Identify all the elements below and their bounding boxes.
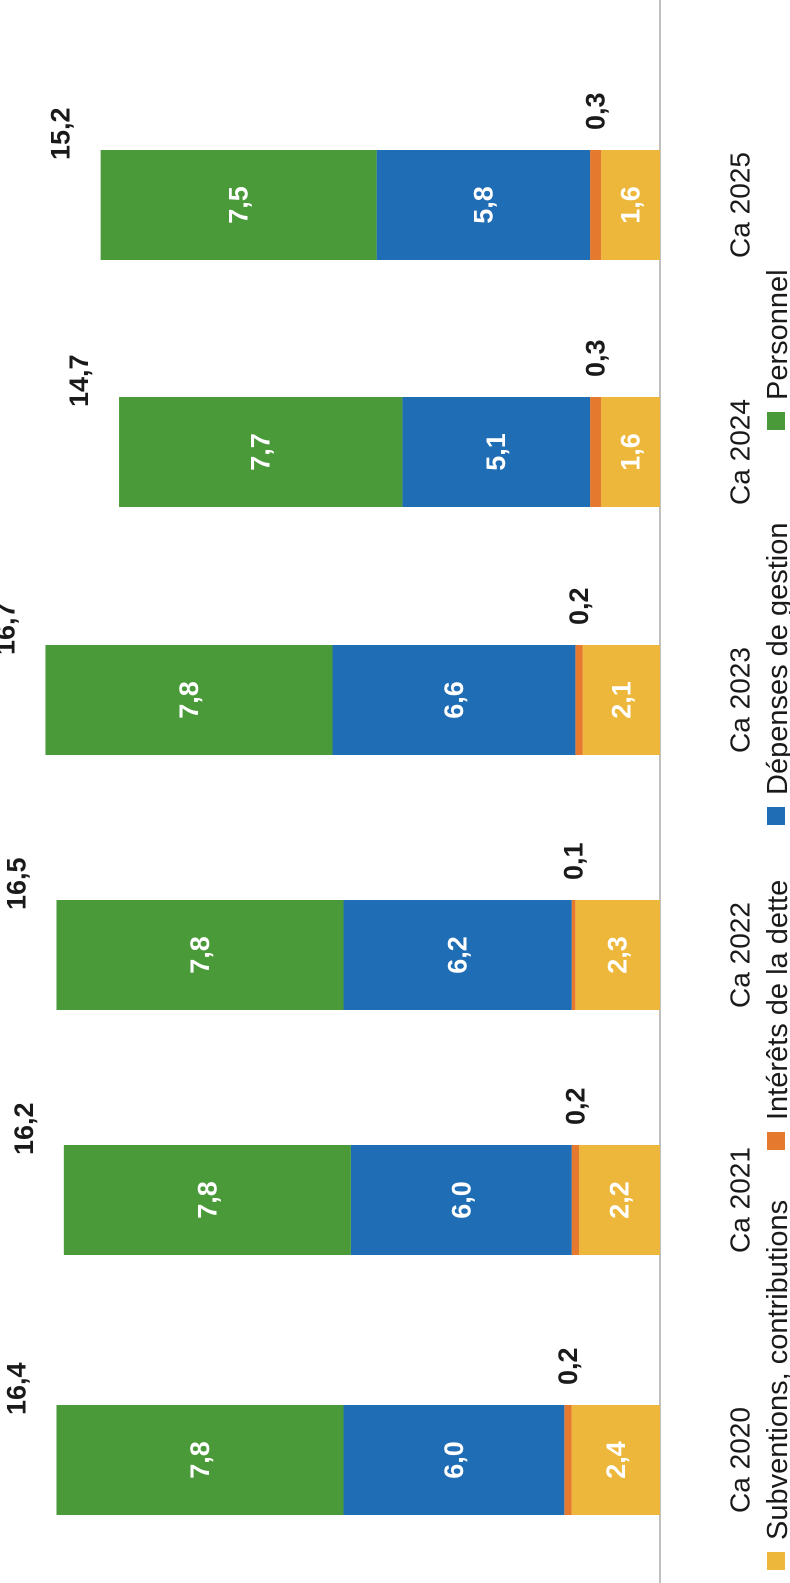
bar-segment-subventions-contributions-ca-2022	[575, 900, 660, 1010]
legend-swatch-subventions-contributions	[767, 1552, 785, 1570]
bar-segment-personnel-ca-2025	[100, 150, 377, 260]
bar-segment-personnel-ca-2022	[56, 900, 344, 1010]
data-label-subventions-contributions-ca-2022: 2,3	[603, 936, 633, 974]
legend-label-personnel: Personnel	[762, 269, 790, 400]
bar-segment-depenses-de-gestion-ca-2021	[350, 1145, 572, 1255]
legend-label-subventions-contributions: Subventions, contributions	[762, 1200, 790, 1540]
category-label-ca-2023: Ca 2023	[725, 647, 756, 753]
legend-swatch-depenses-de-gestion	[767, 807, 785, 825]
total-label-ca-2022: 16,5	[1, 857, 31, 910]
data-label-interets-de-la-dette-ca-2025: 0,3	[581, 92, 611, 130]
bar-segment-depenses-de-gestion-ca-2020	[343, 1405, 565, 1515]
data-label-depenses-de-gestion-ca-2023: 6,6	[439, 681, 469, 719]
data-label-personnel-ca-2023: 7,8	[174, 681, 204, 719]
data-label-depenses-de-gestion-ca-2021: 6,0	[446, 1181, 476, 1219]
total-label-ca-2024: 14,7	[64, 354, 94, 407]
data-label-interets-de-la-dette-ca-2021: 0,2	[560, 1087, 590, 1125]
bar-segment-interets-de-la-dette-ca-2025	[590, 150, 602, 260]
bar-segment-subventions-contributions-ca-2020	[571, 1405, 660, 1515]
chart-legend: Subventions, contributions Intérêts de la…	[762, 269, 790, 1570]
bar-segment-subventions-contributions-ca-2023	[582, 645, 660, 755]
bar-segment-depenses-de-gestion-ca-2022	[343, 900, 572, 1010]
bar-segment-interets-de-la-dette-ca-2024	[590, 397, 602, 507]
total-label-ca-2023: 16,7	[0, 602, 20, 655]
bar-segment-subventions-contributions-ca-2024	[601, 397, 660, 507]
bar-segment-personnel-ca-2021	[63, 1145, 351, 1255]
bar-segment-depenses-de-gestion-ca-2023	[332, 645, 576, 755]
data-label-interets-de-la-dette-ca-2024: 0,3	[581, 339, 611, 377]
data-label-personnel-ca-2020: 7,8	[185, 1441, 215, 1479]
category-label-ca-2020: Ca 2020	[725, 1407, 756, 1513]
data-label-subventions-contributions-ca-2020: 2,4	[601, 1441, 631, 1479]
data-label-personnel-ca-2025: 7,5	[224, 186, 254, 224]
bar-segment-subventions-contributions-ca-2021	[579, 1145, 660, 1255]
bar-segment-personnel-ca-2020	[56, 1405, 344, 1515]
bar-segment-personnel-ca-2024	[119, 397, 403, 507]
legend-swatch-interets-de-la-dette	[767, 1132, 785, 1150]
total-label-ca-2020: 16,4	[1, 1362, 31, 1415]
bar-segment-depenses-de-gestion-ca-2024	[402, 397, 591, 507]
data-label-depenses-de-gestion-ca-2022: 6,2	[443, 936, 473, 974]
category-label-ca-2021: Ca 2021	[725, 1147, 756, 1253]
legend-swatch-personnel	[767, 412, 785, 430]
legend-label-depenses-de-gestion: Dépenses de gestion	[762, 523, 790, 795]
bar-segment-interets-de-la-dette-ca-2021	[571, 1145, 580, 1255]
data-label-subventions-contributions-ca-2025: 1,6	[616, 186, 646, 224]
total-label-ca-2025: 15,2	[46, 107, 76, 160]
bar-segment-interets-de-la-dette-ca-2023	[575, 645, 583, 755]
data-label-subventions-contributions-ca-2024: 1,6	[616, 433, 646, 471]
data-label-depenses-de-gestion-ca-2025: 5,8	[468, 186, 498, 224]
category-label-ca-2024: Ca 2024	[725, 399, 756, 505]
data-label-subventions-contributions-ca-2021: 2,2	[605, 1181, 635, 1219]
bar-segment-interets-de-la-dette-ca-2020	[564, 1405, 572, 1515]
data-label-interets-de-la-dette-ca-2022: 0,1	[559, 842, 589, 880]
data-label-personnel-ca-2022: 7,8	[185, 936, 215, 974]
bar-segment-interets-de-la-dette-ca-2022	[571, 900, 576, 1010]
plot-area: 2,4 0,2 6,0 7,8 16,4 Ca 2020 2,2 0,2 6,0 7,8 16,2 C…	[0, 0, 756, 1583]
category-label-ca-2025: Ca 2025	[725, 152, 756, 258]
data-label-depenses-de-gestion-ca-2020: 6,0	[439, 1441, 469, 1479]
legend-label-interets-de-la-dette: Intérêts de la dette	[762, 880, 790, 1120]
bar-segment-personnel-ca-2023	[45, 645, 333, 755]
data-label-subventions-contributions-ca-2023: 2,1	[606, 681, 636, 719]
data-label-personnel-ca-2024: 7,7	[246, 433, 276, 471]
data-label-personnel-ca-2021: 7,8	[192, 1181, 222, 1219]
total-label-ca-2021: 16,2	[9, 1102, 39, 1155]
bar-segment-subventions-contributions-ca-2025	[601, 150, 660, 260]
bar-segment-depenses-de-gestion-ca-2025	[376, 150, 591, 260]
data-label-interets-de-la-dette-ca-2020: 0,2	[553, 1347, 583, 1385]
data-label-depenses-de-gestion-ca-2024: 5,1	[481, 433, 511, 471]
data-label-interets-de-la-dette-ca-2023: 0,2	[564, 587, 594, 625]
category-label-ca-2022: Ca 2022	[725, 902, 756, 1008]
